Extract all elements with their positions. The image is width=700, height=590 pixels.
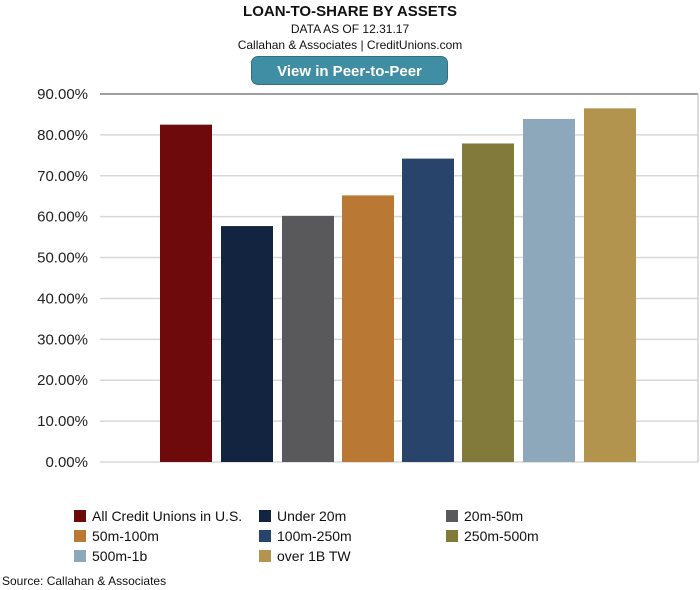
y-tick-label: 90.00% bbox=[37, 86, 88, 103]
legend-item[interactable]: Under 20m bbox=[259, 508, 346, 524]
bar-all-credit-unions-in-u-s-[interactable] bbox=[160, 124, 212, 463]
chart-subtitle: DATA AS OF 12.31.17 bbox=[290, 22, 410, 36]
legend-label: 100m-250m bbox=[277, 528, 352, 544]
legend-swatch bbox=[446, 510, 458, 522]
bar-over-1b-tw[interactable] bbox=[584, 108, 636, 463]
legend-swatch bbox=[446, 530, 458, 542]
legend-item[interactable]: 50m-100m bbox=[74, 528, 159, 544]
legend-label: 500m-1b bbox=[92, 548, 148, 564]
bar-under-20m[interactable] bbox=[221, 226, 273, 462]
bar-100m-250m[interactable] bbox=[402, 158, 454, 463]
bar-500m-1b[interactable] bbox=[523, 118, 575, 462]
y-tick-label: 30.00% bbox=[37, 331, 88, 348]
chart-title: LOAN-TO-SHARE BY ASSETS bbox=[243, 3, 457, 20]
bar-250m-500m[interactable] bbox=[462, 143, 514, 462]
y-tick-label: 60.00% bbox=[37, 209, 88, 226]
y-tick-label: 50.00% bbox=[37, 250, 88, 267]
legend-swatch bbox=[259, 530, 271, 542]
legend-label: Under 20m bbox=[277, 508, 347, 524]
legend-item[interactable]: All Credit Unions in U.S. bbox=[74, 508, 242, 524]
legend-label: 250m-500m bbox=[464, 528, 539, 544]
y-tick-label: 40.00% bbox=[37, 290, 88, 307]
legend-item[interactable]: 100m-250m bbox=[259, 528, 352, 544]
legend-swatch bbox=[74, 530, 86, 542]
source-note: Source: Callahan & Associates bbox=[2, 574, 167, 588]
chart-credit: Callahan & Associates | CreditUnions.com bbox=[237, 38, 463, 52]
bar-20m-50m[interactable] bbox=[282, 215, 334, 462]
y-tick-label: 10.00% bbox=[37, 413, 88, 430]
legend-item[interactable]: over 1B TW bbox=[259, 548, 351, 564]
y-tick-label: 20.00% bbox=[37, 372, 88, 389]
legend-label: 20m-50m bbox=[464, 508, 524, 524]
y-tick-label: 0.00% bbox=[45, 454, 88, 471]
y-tick-label: 80.00% bbox=[37, 127, 88, 144]
legend-label: All Credit Unions in U.S. bbox=[92, 508, 243, 524]
legend-swatch bbox=[259, 510, 271, 522]
bar-50m-100m[interactable] bbox=[342, 195, 394, 462]
y-tick-label: 70.00% bbox=[37, 168, 88, 185]
legend-swatch bbox=[74, 510, 86, 522]
legend-item[interactable]: 250m-500m bbox=[446, 528, 539, 544]
legend-item[interactable]: 500m-1b bbox=[74, 548, 147, 564]
legend-label: 50m-100m bbox=[92, 528, 159, 544]
bar-chart: 0.00% 10.00% 20.00% 30.00% 40.00% 50.00% 60.00… bbox=[37, 86, 699, 471]
legend-label: over 1B TW bbox=[277, 548, 351, 564]
legend-swatch bbox=[259, 550, 271, 562]
view-in-peer-to-peer-button[interactable]: View in Peer-to-Peer bbox=[251, 56, 448, 85]
legend-item[interactable]: 20m-50m bbox=[446, 508, 523, 524]
legend-swatch bbox=[74, 550, 86, 562]
